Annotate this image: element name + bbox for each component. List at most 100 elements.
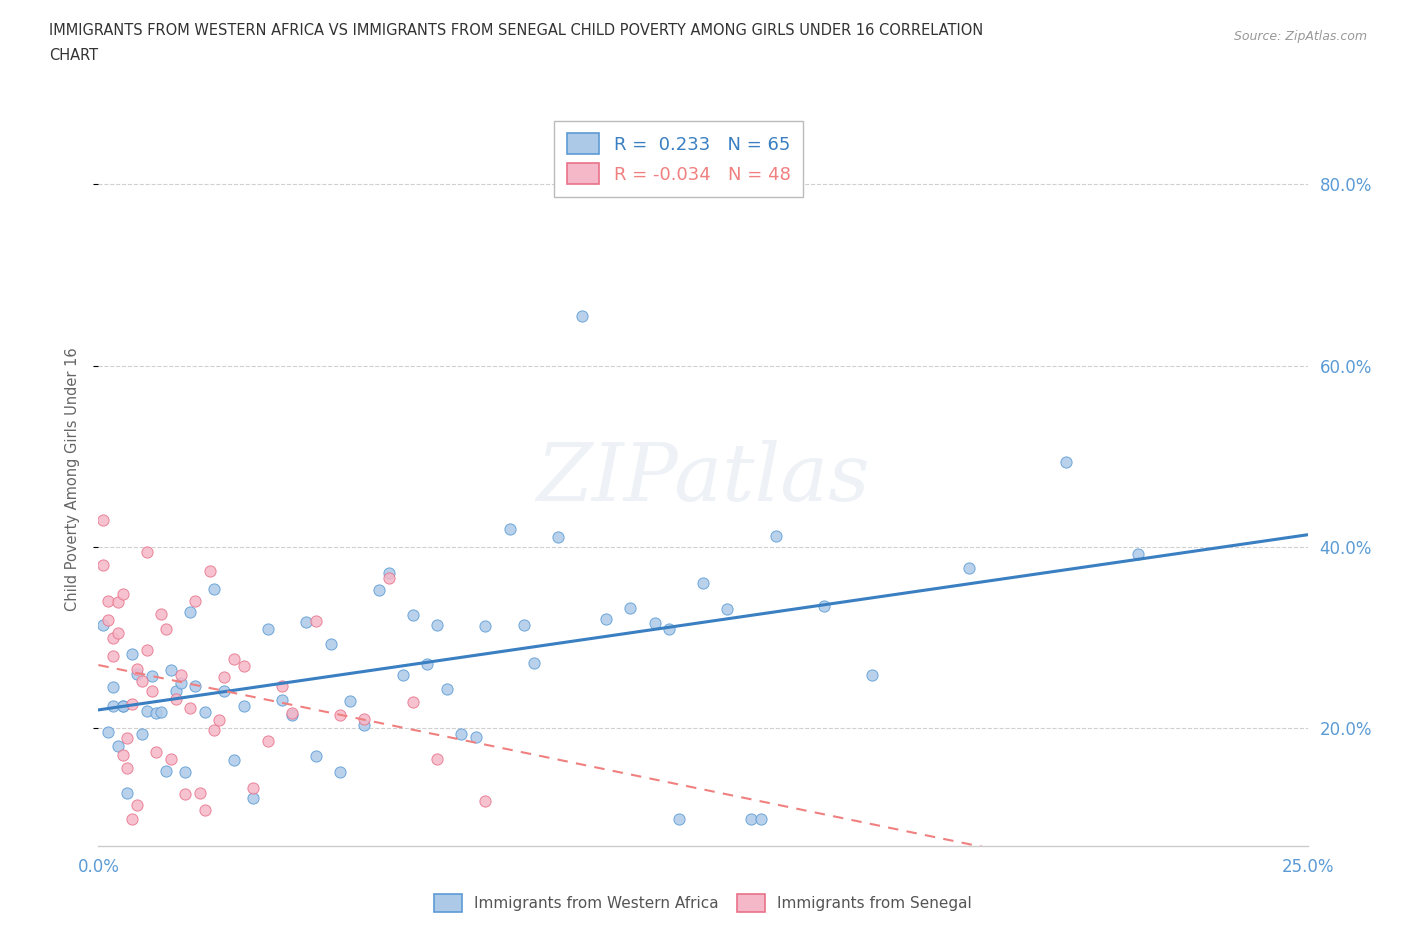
Point — [595, 612, 617, 627]
Point — [204, 582, 226, 597]
Point — [222, 752, 245, 767]
Legend: R =  0.233   N = 65, R = -0.034   N = 48: R = 0.233 N = 65, R = -0.034 N = 48 — [554, 121, 803, 196]
Point — [117, 731, 139, 746]
Point — [426, 751, 449, 766]
Point — [571, 308, 593, 323]
Point — [91, 558, 114, 573]
Point — [135, 703, 157, 718]
Point — [121, 646, 143, 661]
Point — [97, 594, 120, 609]
Point — [377, 571, 399, 586]
Point — [658, 622, 681, 637]
Point — [329, 708, 352, 723]
Text: IMMIGRANTS FROM WESTERN AFRICA VS IMMIGRANTS FROM SENEGAL CHILD POVERTY AMONG GI: IMMIGRANTS FROM WESTERN AFRICA VS IMMIGR… — [49, 23, 983, 38]
Point — [281, 707, 304, 722]
Point — [179, 700, 201, 715]
Point — [121, 697, 143, 711]
Point — [174, 764, 197, 779]
Point — [547, 530, 569, 545]
Y-axis label: Child Poverty Among Girls Under 16: Child Poverty Among Girls Under 16 — [65, 347, 80, 611]
Text: ZIPatlas: ZIPatlas — [536, 440, 870, 518]
Point — [155, 764, 177, 778]
Point — [256, 734, 278, 749]
Point — [107, 595, 129, 610]
Point — [523, 656, 546, 671]
Point — [208, 712, 231, 727]
Point — [305, 614, 328, 629]
Point — [111, 698, 134, 713]
Point — [111, 587, 134, 602]
Point — [498, 522, 520, 537]
Point — [101, 648, 124, 663]
Point — [135, 643, 157, 658]
Point — [232, 698, 254, 713]
Point — [305, 749, 328, 764]
Point — [160, 751, 183, 766]
Point — [107, 739, 129, 754]
Point — [765, 529, 787, 544]
Point — [169, 675, 191, 690]
Point — [184, 679, 207, 694]
Point — [232, 659, 254, 674]
Point — [97, 724, 120, 739]
Point — [184, 594, 207, 609]
Point — [145, 744, 167, 759]
Point — [957, 561, 980, 576]
Point — [513, 618, 536, 632]
Point — [450, 727, 472, 742]
Point — [131, 726, 153, 741]
Point — [339, 694, 361, 709]
Point — [1054, 455, 1077, 470]
Point — [117, 761, 139, 776]
Point — [295, 614, 318, 629]
Point — [256, 622, 278, 637]
Point — [91, 512, 114, 527]
Point — [319, 637, 342, 652]
Point — [188, 786, 211, 801]
Point — [198, 563, 221, 578]
Point — [212, 684, 235, 698]
Point — [464, 729, 486, 744]
Point — [141, 684, 163, 698]
Point — [121, 812, 143, 827]
Point — [1128, 547, 1150, 562]
Point — [179, 604, 201, 619]
Point — [131, 673, 153, 688]
Point — [174, 787, 197, 802]
Point — [127, 798, 149, 813]
Text: CHART: CHART — [49, 48, 98, 63]
Text: Source: ZipAtlas.com: Source: ZipAtlas.com — [1233, 30, 1367, 43]
Point — [127, 661, 149, 676]
Point — [165, 684, 187, 698]
Point — [436, 682, 458, 697]
Point — [160, 663, 183, 678]
Point — [426, 618, 449, 632]
Point — [353, 718, 375, 733]
Point — [222, 651, 245, 666]
Point — [619, 601, 641, 616]
Point — [97, 612, 120, 627]
Point — [644, 616, 666, 631]
Point — [165, 692, 187, 707]
Point — [377, 565, 399, 580]
Point — [242, 780, 264, 795]
Point — [242, 790, 264, 805]
Point — [353, 711, 375, 726]
Point — [474, 618, 496, 633]
Point — [416, 657, 439, 671]
Point — [117, 786, 139, 801]
Point — [204, 723, 226, 737]
Point — [111, 747, 134, 762]
Point — [474, 793, 496, 808]
Point — [91, 618, 114, 632]
Point — [749, 812, 772, 827]
Point — [402, 694, 425, 709]
Point — [155, 621, 177, 636]
Point — [329, 765, 352, 780]
Point — [150, 606, 173, 621]
Point — [212, 670, 235, 684]
Point — [392, 668, 415, 683]
Point — [107, 626, 129, 641]
Point — [101, 631, 124, 645]
Point — [141, 669, 163, 684]
